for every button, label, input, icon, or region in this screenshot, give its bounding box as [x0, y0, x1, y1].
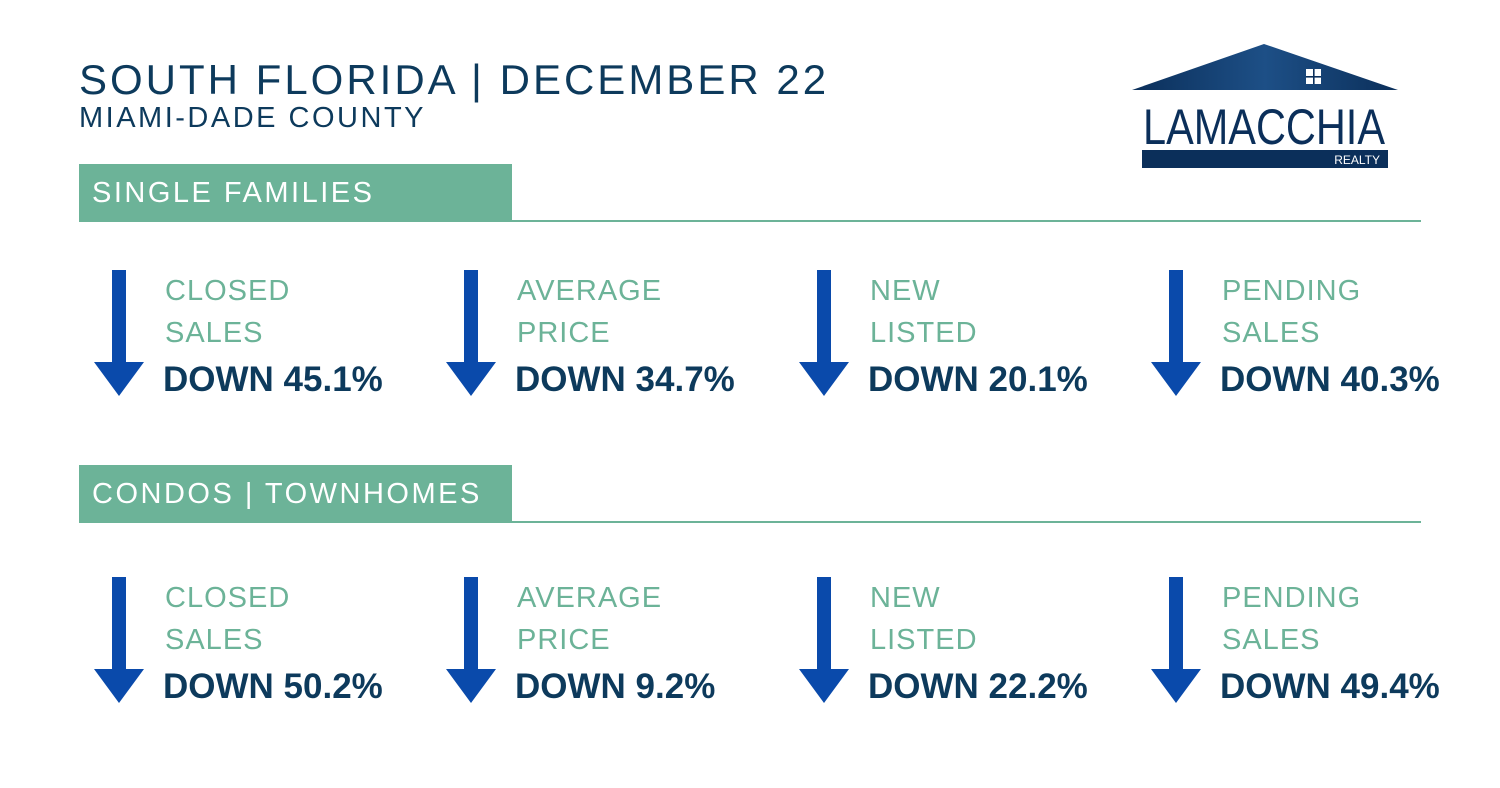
stat-new-listed-condos: NEW LISTED DOWN 22.2% [799, 577, 1149, 717]
stat-label: CLOSED SALES [165, 275, 291, 349]
page-subtitle: MIAMI-DADE COUNTY [79, 102, 426, 134]
down-arrow-icon [1151, 577, 1201, 703]
stat-value: DOWN 20.1% [868, 360, 1088, 399]
stat-pending-sales-single-families: PENDING SALES DOWN 40.3% [1151, 270, 1500, 410]
stat-label: NEW LISTED [870, 275, 978, 349]
stat-label: PENDING SALES [1222, 275, 1362, 349]
down-arrow-icon [446, 270, 496, 396]
stat-average-price-condos: AVERAGE PRICE DOWN 9.2% [446, 577, 796, 717]
stat-value: DOWN 45.1% [163, 360, 383, 399]
down-arrow-icon [94, 270, 144, 396]
down-arrow-icon [446, 577, 496, 703]
stat-label: AVERAGE PRICE [517, 582, 663, 656]
stat-value: DOWN 49.4% [1220, 667, 1440, 706]
stat-value: DOWN 22.2% [868, 667, 1088, 706]
section-divider [512, 521, 1421, 523]
down-arrow-icon [1151, 270, 1201, 396]
section-header-condos-townhomes: CONDOS | TOWNHOMES [79, 465, 512, 523]
down-arrow-icon [94, 577, 144, 703]
down-arrow-icon [799, 577, 849, 703]
stat-new-listed-single-families: NEW LISTED DOWN 20.1% [799, 270, 1149, 410]
stat-label: PENDING SALES [1222, 582, 1362, 656]
down-arrow-icon [799, 270, 849, 396]
stat-label: NEW LISTED [870, 582, 978, 656]
stat-average-price-single-families: AVERAGE PRICE DOWN 34.7% [446, 270, 796, 410]
stat-value: DOWN 50.2% [163, 667, 383, 706]
logo-wordmark: LAMACCHIA [1143, 99, 1386, 155]
section-header-single-families: SINGLE FAMILIES [79, 164, 512, 222]
stat-value: DOWN 40.3% [1220, 360, 1440, 399]
stat-closed-sales-single-families: CLOSED SALES DOWN 45.1% [94, 270, 444, 410]
company-logo: LAMACCHIA REALTY [1132, 44, 1398, 168]
stat-label: AVERAGE PRICE [517, 275, 663, 349]
stat-value: DOWN 9.2% [515, 667, 716, 706]
page-title: SOUTH FLORIDA | DECEMBER 22 [79, 56, 830, 103]
stat-pending-sales-condos: PENDING SALES DOWN 49.4% [1151, 577, 1500, 717]
logo-tagline: REALTY [1334, 153, 1380, 167]
section-divider [512, 220, 1421, 222]
stat-value: DOWN 34.7% [515, 360, 735, 399]
stat-label: CLOSED SALES [165, 582, 291, 656]
stat-closed-sales-condos: CLOSED SALES DOWN 50.2% [94, 577, 444, 717]
